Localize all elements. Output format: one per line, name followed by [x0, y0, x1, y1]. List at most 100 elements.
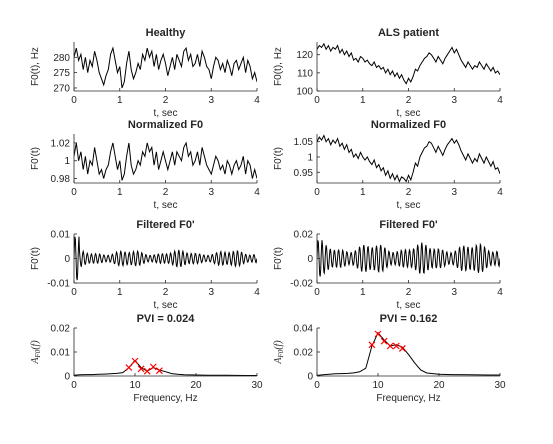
data-line — [317, 331, 500, 376]
data-marker — [149, 363, 157, 371]
y-tick-label: 1.05 — [294, 137, 314, 148]
data-marker — [131, 357, 139, 365]
x-tick-label: 4 — [254, 95, 260, 106]
data-line — [317, 134, 500, 183]
y-tick-label: 275 — [53, 68, 70, 79]
x-tick-label: 2 — [163, 95, 169, 106]
data-marker — [155, 367, 163, 375]
x-tick-label: 20 — [433, 380, 445, 391]
y-axis-label: F0'(t) — [273, 147, 284, 170]
y-tick-label: 0 — [307, 254, 313, 265]
y-tick-label: 0 — [64, 254, 70, 265]
y-tick-label: 0.02 — [51, 324, 71, 335]
x-tick-label: 3 — [451, 287, 457, 298]
y-tick-label: 100 — [296, 87, 313, 98]
x-tick-label: 4 — [497, 287, 503, 298]
y-tick-label: -0.02 — [290, 279, 313, 290]
y-tick-label: 0 — [307, 372, 313, 383]
data-marker — [380, 337, 388, 345]
x-tick-label: 1 — [360, 95, 366, 106]
panel-title: Healthy — [146, 27, 187, 39]
x-tick-label: 0 — [314, 380, 320, 391]
y-axis-label: F0'(t) — [30, 247, 41, 270]
y-tick-label: 0.95 — [294, 168, 314, 179]
x-tick-label: 30 — [251, 380, 263, 391]
y-tick-label: 0.98 — [51, 174, 71, 185]
x-axis-label: Frequency, Hz — [133, 393, 197, 404]
panel-title: PVI = 0.162 — [380, 313, 438, 325]
y-tick-label: 0.04 — [294, 324, 314, 335]
x-axis-label: t, sec — [154, 300, 178, 311]
x-tick-label: 3 — [451, 187, 457, 198]
x-tick-label: 30 — [494, 380, 506, 391]
panel-healthy_spec: PVI = 0.024 0 10 20 30 0 0.01 0.02 Frequency, Hz… — [30, 313, 263, 404]
y-tick-label: 110 — [297, 68, 313, 79]
data-line — [317, 42, 500, 85]
panel-title: ALS patient — [378, 27, 439, 39]
x-tick-label: 2 — [406, 287, 412, 298]
y-tick-label: 0 — [64, 372, 70, 383]
data-line — [74, 141, 257, 181]
data-marker — [386, 342, 394, 350]
x-tick-label: 4 — [254, 287, 260, 298]
x-tick-label: 2 — [406, 95, 412, 106]
data-marker — [374, 330, 382, 338]
y-tick-label: 0.01 — [51, 230, 71, 241]
y-axis-label: F0'(t) — [273, 247, 284, 270]
y-tick-label: 280 — [53, 53, 70, 64]
x-tick-label: 1 — [360, 287, 366, 298]
x-tick-label: 0 — [71, 95, 77, 106]
y-tick-label: -0.01 — [47, 279, 70, 290]
x-tick-label: 1 — [117, 95, 123, 106]
x-tick-label: 1 — [360, 187, 366, 198]
y-tick-label: 1 — [307, 152, 313, 163]
y-tick-label: 270 — [53, 83, 70, 94]
x-tick-label: 4 — [497, 187, 503, 198]
x-tick-label: 2 — [406, 187, 412, 198]
panel-als_f0: ALS patient 0 1 2 3 4 100 110 120 t, sec F0(t), Hz — [273, 27, 503, 119]
data-line — [74, 46, 257, 89]
x-tick-label: 0 — [314, 287, 320, 298]
x-tick-label: 4 — [254, 187, 260, 198]
x-tick-label: 3 — [208, 287, 214, 298]
panel-title: PVI = 0.024 — [137, 313, 196, 325]
y-axis-label: F0(t), Hz — [30, 47, 41, 86]
x-axis-label: Frequency, Hz — [376, 393, 440, 404]
data-marker — [368, 341, 376, 349]
panel-title: Normalized F0 — [128, 119, 203, 131]
y-axis-label: AF0(f) — [273, 340, 285, 365]
x-tick-label: 0 — [314, 187, 320, 198]
x-tick-label: 0 — [71, 380, 77, 391]
x-tick-label: 20 — [190, 380, 202, 391]
y-axis-label: F0(t), Hz — [273, 47, 284, 86]
y-axis-label: F0'(t) — [30, 147, 41, 170]
y-tick-label: 120 — [296, 50, 313, 61]
x-tick-label: 10 — [129, 380, 141, 391]
data-marker — [143, 367, 151, 375]
data-marker — [137, 365, 145, 373]
x-tick-label: 3 — [208, 95, 214, 106]
x-tick-label: 4 — [497, 95, 503, 106]
x-tick-label: 0 — [71, 287, 77, 298]
y-tick-label: 1 — [64, 156, 70, 167]
data-line — [74, 359, 257, 376]
x-tick-label: 0 — [71, 187, 77, 198]
y-axis-label: AF0(f) — [30, 340, 42, 365]
x-tick-label: 0 — [314, 95, 320, 106]
x-tick-label: 2 — [163, 287, 169, 298]
y-tick-label: 0.01 — [51, 348, 71, 359]
panel-title: Filtered F0' — [379, 219, 438, 231]
x-tick-label: 3 — [208, 187, 214, 198]
data-line — [74, 236, 257, 281]
x-tick-label: 3 — [451, 95, 457, 106]
panel-title: Normalized F0 — [371, 119, 446, 131]
y-tick-label: 0.02 — [294, 348, 314, 359]
y-tick-label: 0.02 — [294, 230, 314, 241]
panel-title: Filtered F0' — [136, 219, 195, 231]
panel-healthy_norm: Normalized F0 0 1 2 3 4 0.98 1 1.02 t, sec F0'(t) — [30, 119, 260, 211]
data-marker — [398, 344, 406, 352]
x-tick-label: 1 — [117, 187, 123, 198]
